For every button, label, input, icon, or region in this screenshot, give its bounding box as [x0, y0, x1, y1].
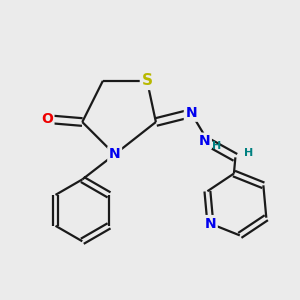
Text: N: N [109, 147, 121, 161]
Text: H: H [212, 141, 221, 151]
Text: N: N [199, 134, 210, 148]
Text: O: O [41, 112, 53, 126]
Text: N: N [185, 106, 197, 120]
Text: H: H [244, 148, 253, 158]
Text: S: S [142, 73, 153, 88]
Text: N: N [205, 217, 216, 231]
